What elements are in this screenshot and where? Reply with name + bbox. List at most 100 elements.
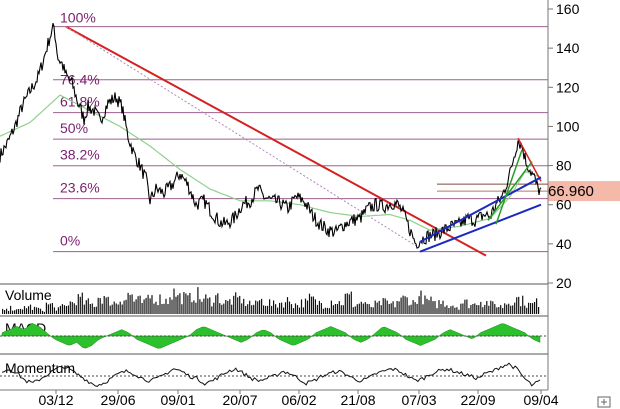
volume-bar: [296, 305, 299, 314]
volume-bar: [61, 304, 63, 314]
volume-bar: [233, 295, 235, 314]
volume-bar: [171, 299, 173, 314]
volume-bar: [344, 293, 346, 314]
volume-bar: [155, 301, 157, 314]
trendline-green-fan-a: [487, 161, 533, 221]
volume-bar: [312, 296, 314, 314]
volume-bar: [502, 307, 504, 314]
y-tick-label: 60: [556, 197, 572, 213]
y-tick-label: 20: [556, 275, 572, 291]
volume-bar: [368, 304, 370, 314]
volume-bar: [524, 305, 526, 314]
volume-bar: [57, 307, 59, 314]
volume-bar: [292, 308, 295, 314]
volume-bar: [424, 295, 426, 314]
volume-bar: [476, 305, 478, 314]
volume-bar: [275, 304, 277, 314]
volume-bar: [273, 300, 275, 314]
volume-bar: [430, 296, 432, 314]
volume-bar: [21, 309, 24, 314]
volume-bar: [163, 303, 165, 314]
volume-bar: [300, 299, 303, 314]
y-tick-label: 140: [556, 40, 580, 56]
trendline-red-downtrend: [65, 25, 487, 257]
price-line: [0, 23, 542, 249]
volume-bar: [532, 303, 534, 314]
volume-bar: [522, 295, 524, 314]
volume-bar: [294, 303, 297, 314]
volume-bar: [255, 300, 257, 314]
volume-bar: [181, 304, 183, 314]
volume-bar: [468, 308, 470, 314]
volume-bar: [450, 306, 452, 314]
volume-bar: [281, 302, 283, 314]
volume-bar: [149, 298, 151, 314]
volume-bar: [81, 292, 83, 314]
volume-bar: [340, 305, 342, 314]
fib-label: 100%: [60, 10, 96, 26]
volume-bar: [10, 305, 12, 314]
volume-bar: [175, 296, 177, 314]
volume-bar: [516, 297, 518, 314]
volume-bar: [83, 304, 85, 314]
expand-icon[interactable]: [597, 396, 611, 408]
volume-bar: [169, 297, 171, 314]
volume-bar: [29, 304, 32, 314]
volume-bar: [139, 295, 141, 314]
volume-bar: [512, 305, 514, 314]
volume-bar: [4, 310, 6, 314]
volume-bar: [462, 303, 464, 314]
fib-label: 76.4%: [60, 72, 100, 88]
volume-bar: [261, 298, 263, 314]
volume-bar: [179, 293, 181, 314]
volume-bar: [2, 308, 4, 314]
volume-bar: [324, 307, 326, 314]
volume-bar: [514, 302, 516, 314]
volume-bar: [518, 296, 520, 314]
volume-bar: [151, 295, 153, 314]
volume-bar: [338, 301, 340, 314]
volume-bar: [213, 302, 215, 314]
volume-bar: [6, 308, 8, 314]
volume-bar: [53, 307, 55, 314]
x-tick-label: 03/12: [38, 392, 73, 408]
volume-bar: [374, 300, 376, 314]
trendline-channel-lower: [419, 203, 542, 253]
volume-bar: [284, 302, 287, 314]
volume-bar: [205, 294, 207, 314]
volume-bar: [107, 296, 109, 314]
volume-bar: [306, 300, 309, 314]
x-tick-label: 07/03: [401, 392, 436, 408]
volume-bar: [530, 303, 532, 314]
volume-bar: [117, 304, 119, 314]
volume-bar: [211, 306, 213, 314]
volume-bar: [167, 304, 169, 314]
volume-bar: [101, 303, 103, 314]
volume-bar: [494, 304, 496, 314]
volume-bar: [336, 304, 338, 314]
volume-bar: [330, 300, 332, 314]
volume-bar: [85, 300, 87, 314]
volume-bar: [432, 301, 434, 314]
volume-bar: [428, 300, 430, 314]
volume-bar: [442, 300, 444, 314]
y-tick-label: 40: [556, 236, 572, 252]
volume-bar: [434, 301, 436, 314]
volume-bar: [237, 297, 239, 314]
y-tick-label: 160: [556, 1, 580, 17]
volume-bar: [482, 307, 484, 314]
fib-label: 50%: [60, 120, 88, 136]
volume-bar: [326, 307, 328, 314]
volume-bar: [157, 305, 159, 314]
volume-panel: Volume: [0, 283, 548, 314]
volume-bar: [378, 300, 380, 314]
volume-bar: [159, 294, 161, 314]
volume-bar: [504, 303, 506, 314]
volume-bar: [51, 303, 53, 314]
volume-bar: [14, 310, 16, 314]
volume-bar: [444, 306, 446, 314]
volume-bar: [257, 301, 259, 314]
volume-bar: [422, 304, 424, 314]
volume-bar: [49, 303, 51, 314]
